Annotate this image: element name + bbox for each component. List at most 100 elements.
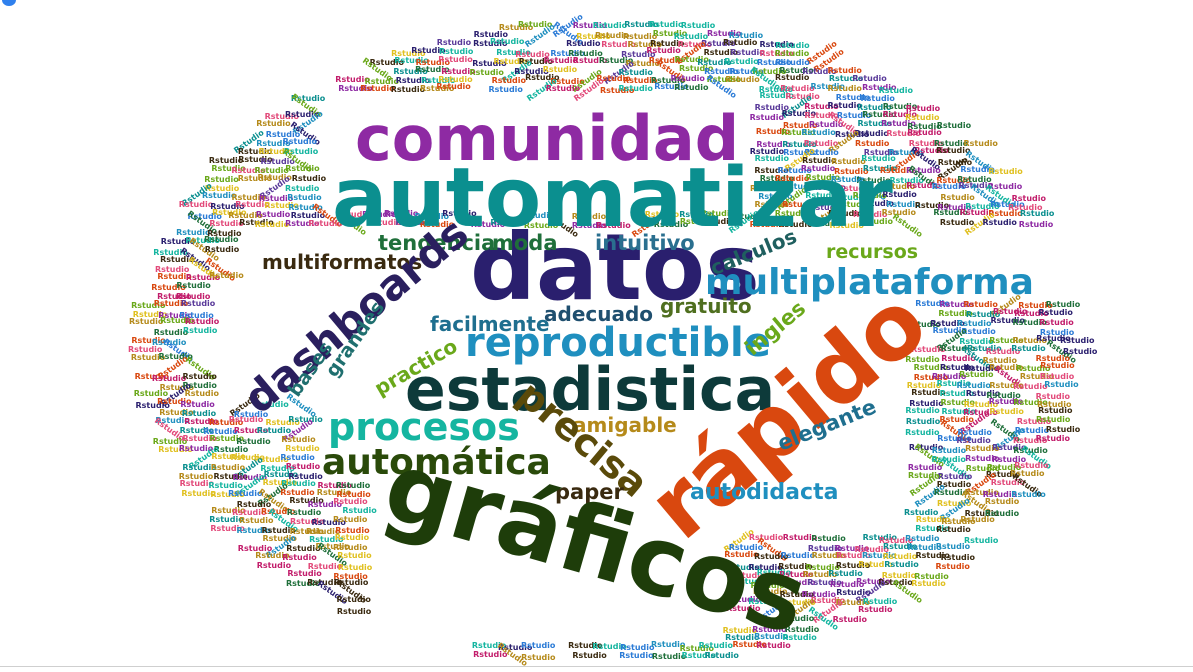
- filler-word: Rstudio: [862, 83, 897, 93]
- filler-word: Rstudio: [888, 148, 923, 158]
- filler-word: Rstudio: [236, 525, 271, 535]
- filler-word: Rstudio: [990, 478, 1026, 488]
- filler-word: Rstudio: [752, 66, 787, 76]
- filler-word: Rstudio: [135, 400, 170, 410]
- filler-word: Rstudio: [836, 550, 871, 560]
- filler-word: Rstudio: [315, 542, 350, 552]
- filler-word: Rstudio: [1011, 344, 1046, 354]
- filler-word: Rstudio: [878, 578, 913, 588]
- filler-word: Rstudio: [213, 445, 249, 455]
- filler-word: Rstudio: [959, 336, 994, 346]
- filler-word: Rstudio: [726, 604, 761, 613]
- filler-word: Rstudio: [178, 443, 214, 453]
- filler-word: Rstudio: [256, 561, 292, 571]
- filler-word: Rstudio: [159, 407, 194, 417]
- filler-word: Rstudio: [936, 480, 972, 490]
- filler-word: Rstudio: [674, 82, 709, 92]
- filler-word: Rstudio: [521, 652, 556, 662]
- filler-word: Rstudio: [258, 193, 294, 203]
- filler-word: Rstudio: [653, 220, 689, 230]
- filler-word: Rstudio: [228, 489, 263, 498]
- filler-word: Rstudio: [620, 643, 655, 653]
- filler-word: Rstudio: [728, 542, 764, 552]
- filler-word: Rstudio: [936, 524, 971, 534]
- word-multiformatos: multiformatos: [262, 250, 423, 274]
- filler-word: Rstudio: [679, 643, 714, 653]
- filler-word: Rstudio: [288, 472, 323, 481]
- filler-word: Rstudio: [592, 20, 628, 30]
- filler-word: Rstudio: [498, 22, 534, 32]
- filler-word: Rstudio: [779, 614, 815, 624]
- filler-word: Rstudio: [781, 109, 816, 119]
- filler-word: Rstudio: [965, 388, 1001, 398]
- filler-word: Rstudio: [680, 20, 716, 30]
- filler-word: Rstudio: [568, 48, 603, 58]
- filler-word: Rstudio: [730, 47, 765, 57]
- filler-word: Rstudio: [286, 507, 322, 517]
- filler-word: Rstudio: [335, 480, 371, 490]
- filler-word: Rstudio: [228, 415, 264, 425]
- filler-word: Rstudio: [940, 192, 975, 202]
- filler-word: Rstudio: [750, 183, 785, 193]
- filler-word: Rstudio: [1018, 300, 1053, 310]
- filler-word: Rstudio: [758, 84, 794, 94]
- filler-word: Rstudio: [988, 209, 1023, 219]
- filler-word: Rstudio: [498, 643, 533, 653]
- filler-word: Rstudio: [420, 83, 455, 93]
- filler-word: Rstudio: [335, 526, 370, 535]
- filler-word: Rstudio: [835, 598, 870, 608]
- filler-word: Rstudio: [648, 55, 684, 65]
- filler-word: Rstudio: [862, 533, 897, 543]
- filler-word: Rstudio: [758, 192, 793, 202]
- filler-word: Rstudio: [759, 40, 794, 50]
- filler-word: Rstudio: [152, 437, 188, 446]
- filler-word: Rstudio: [905, 416, 941, 426]
- filler-word: Rstudio: [307, 578, 342, 588]
- filler-word: Rstudio: [129, 317, 164, 326]
- filler-word: Rstudio: [753, 615, 788, 624]
- filler-word: Rstudio: [211, 164, 246, 174]
- filler-word: Rstudio: [906, 166, 941, 176]
- filler-word: Rstudio: [908, 139, 944, 149]
- filler-word: Rstudio: [756, 139, 791, 149]
- filler-word: Rstudio: [985, 470, 1021, 480]
- filler-word: Rstudio: [160, 316, 195, 326]
- filler-word: Rstudio: [291, 174, 327, 183]
- filler-word: Rstudio: [255, 210, 291, 220]
- filler-word: Rstudio: [775, 173, 810, 183]
- filler-word: Rstudio: [179, 426, 214, 436]
- filler-word: Rstudio: [1016, 416, 1052, 426]
- filler-word: Rstudio: [333, 515, 368, 525]
- filler-word: Rstudio: [756, 640, 791, 650]
- filler-word: Rstudio: [909, 399, 944, 408]
- filler-word: Rstudio: [133, 389, 169, 399]
- filler-word: Rstudio: [832, 192, 867, 202]
- filler-word: Rstudio: [809, 219, 845, 229]
- filler-word: Rstudio: [915, 299, 950, 309]
- filler-word: Rstudio: [775, 40, 810, 50]
- filler-word: Rstudio: [805, 562, 840, 572]
- filler-word: Rstudio: [957, 175, 992, 185]
- filler-word: Rstudio: [287, 192, 322, 202]
- filler-word: Rstudio: [130, 353, 166, 363]
- word-automatizar: automatizar: [332, 151, 893, 246]
- filler-word: Rstudio: [904, 508, 939, 517]
- filler-word: Rstudio: [285, 444, 320, 454]
- filler-word: Rstudio: [212, 208, 247, 218]
- filler-word: Rstudio: [932, 325, 967, 335]
- filler-word: Rstudio: [621, 49, 656, 59]
- filler-word: Rstudio: [441, 66, 476, 76]
- filler-word: Rstudio: [782, 532, 818, 542]
- filler-word: Rstudio: [230, 453, 265, 463]
- filler-word: Rstudio: [542, 65, 578, 75]
- filler-word: Rstudio: [862, 164, 898, 174]
- filler-word: Rstudio: [285, 110, 320, 119]
- filler-word: Rstudio: [754, 165, 789, 175]
- filler-word: Rstudio: [907, 121, 942, 131]
- filler-word: Rstudio: [957, 428, 992, 437]
- filler-word: Rstudio: [988, 397, 1024, 407]
- filler-word: Rstudio: [881, 208, 916, 218]
- filler-word: Rstudio: [236, 436, 271, 446]
- filler-word: Rstudio: [158, 310, 193, 320]
- filler-word: Rstudio: [907, 542, 942, 552]
